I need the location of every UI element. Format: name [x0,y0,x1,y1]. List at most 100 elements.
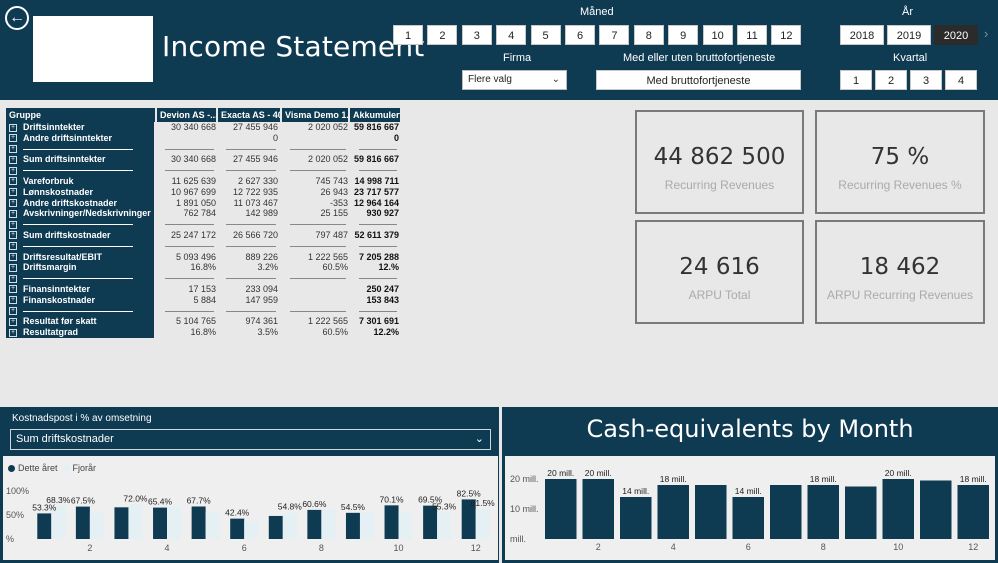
group-cell: + [6,143,154,155]
month-button-4[interactable]: 4 [496,25,527,45]
x-tick-label: 2 [596,542,601,552]
expand-plus-icon[interactable]: + [9,285,17,294]
table-cell: -353 [329,197,348,208]
bar-cash-month [882,479,914,539]
cell-separator [359,278,397,280]
legend-this-year[interactable]: Dette året [18,463,58,473]
expand-plus-icon[interactable]: + [9,188,17,197]
x-tick-label: 2 [87,543,92,553]
table-cell: 147 959 [245,294,278,305]
bar-last-year [51,506,66,539]
brutto-toggle-button[interactable]: Med bruttofortjeneste [596,70,801,90]
year-button-2019[interactable]: 2019 [887,25,931,45]
month-button-12[interactable]: 12 [771,25,802,45]
year-slicer-label: År [902,6,913,18]
bar-this-year [153,507,168,539]
col-header-gruppe[interactable]: Gruppe [6,108,155,122]
expand-plus-icon[interactable]: + [9,317,17,326]
group-label: Vareforbruk [23,175,74,186]
table-cell: 11 073 467 [233,197,278,208]
cost-type-dropdown[interactable]: Sum driftskostnader ⌄ [10,429,491,450]
table-cell: 10 967 699 [170,186,216,197]
month-button-2[interactable]: 2 [427,25,458,45]
expand-plus-icon[interactable]: + [9,155,17,164]
col-header-visma[interactable]: Visma Demo 1... [282,108,348,122]
month-button-10[interactable]: 10 [702,25,733,45]
kpi-value: 24 616 [679,254,760,280]
kpi-caption: ARPU Recurring Revenues [826,288,974,302]
bar-this-year [307,509,322,539]
table-row: + [6,219,400,230]
table-cell: 2 020 052 [307,122,348,132]
bar-last-year [282,512,297,539]
table-cell: 59 816 667 [353,154,399,165]
group-label: Andre driftskostnader [23,197,118,208]
col-header-akkumulert[interactable]: Akkumulert [350,108,400,122]
cash-by-month-chart: 20 mill. 10 mill. mill. 20 mill. 20 mill. 14 … [510,468,989,552]
month-button-11[interactable]: 11 [737,25,767,45]
quarter-button-4[interactable]: 4 [945,70,977,90]
col-header-devion[interactable]: Devion AS -... [157,108,216,122]
expand-plus-icon[interactable]: + [9,134,17,143]
table-cell: 233 094 [245,283,278,294]
quarter-button-3[interactable]: 3 [910,70,942,90]
month-button-6[interactable]: 6 [565,25,595,45]
group-label: Sum driftskostnader [23,229,111,240]
quarter-button-1[interactable]: 1 [840,70,872,90]
expand-plus-icon[interactable]: + [9,328,17,337]
row-separator [23,148,133,150]
month-button-1[interactable]: 1 [393,25,423,45]
table-cell: 12.2% [373,327,399,338]
year-button-2020[interactable]: 2020 [934,25,978,45]
data-label-cash: 20 mill. [547,468,574,478]
bar-last-year [167,506,182,539]
month-button-5[interactable]: 5 [530,25,561,45]
group-cell: + Sum driftsinntekter [6,154,154,166]
expand-plus-icon[interactable]: + [9,296,17,305]
row-separator [23,245,133,247]
col-header-exacta[interactable]: Exacta AS - 40 [218,108,280,122]
cell-separator [165,148,214,150]
expand-plus-icon[interactable]: + [9,209,17,218]
table-cell: 930 927 [366,208,399,219]
expand-plus-icon[interactable]: + [9,145,17,154]
bar-cash-month [957,485,989,539]
firma-dropdown[interactable]: Flere valg ⌄ [462,70,567,90]
expand-plus-icon[interactable]: + [9,231,17,240]
data-label-cash: 18 mill. [660,474,687,484]
bar-cash-month [920,480,952,539]
expand-plus-icon[interactable]: + [9,177,17,186]
expand-plus-icon[interactable]: + [9,242,17,251]
bar-cash-month [845,486,877,539]
expand-plus-icon[interactable]: + [9,123,17,132]
cell-separator [226,170,276,172]
quarter-slicer-label: Kvartal [893,52,928,64]
y-tick-label: mill. [510,534,526,544]
month-button-9[interactable]: 9 [668,25,699,45]
month-button-3[interactable]: 3 [461,25,492,45]
table-body: + Driftsinntekter 30 340 668 27 455 946 2 02… [6,122,400,338]
year-button-2018[interactable]: 2018 [840,25,884,45]
expand-plus-icon[interactable]: + [9,199,17,208]
table-cell: 5 093 496 [175,251,216,262]
expand-plus-icon[interactable]: + [9,166,17,175]
expand-plus-icon[interactable]: + [9,274,17,283]
bar-last-year [475,509,490,539]
chevron-right-icon[interactable]: › [984,26,989,41]
expand-plus-icon[interactable]: + [9,263,17,272]
expand-plus-icon[interactable]: + [9,220,17,229]
month-button-7[interactable]: 7 [599,25,630,45]
legend-last-year[interactable]: Fjorår [72,463,97,473]
kpi-caption: ARPU Total [688,288,751,302]
group-cell: + Resultat før skatt [6,316,154,328]
table-row: + Resultat før skatt 5 104 765 974 361 1 222… [6,316,400,328]
table-row: + Finansinntekter 17 153 233 094 250 247 [6,283,400,295]
expand-plus-icon[interactable]: + [9,307,17,316]
table-cell [157,133,216,144]
expand-plus-icon[interactable]: + [9,253,17,262]
month-button-8[interactable]: 8 [633,25,664,45]
table-cell: 30 340 668 [170,122,216,132]
back-arrow-icon[interactable]: ← [5,6,29,30]
cost-percent-chart: 100%50%%53.3%68.3% 67.5% 72.0% 65.4% 67.7%42… [6,486,495,553]
quarter-button-2[interactable]: 2 [875,70,907,90]
